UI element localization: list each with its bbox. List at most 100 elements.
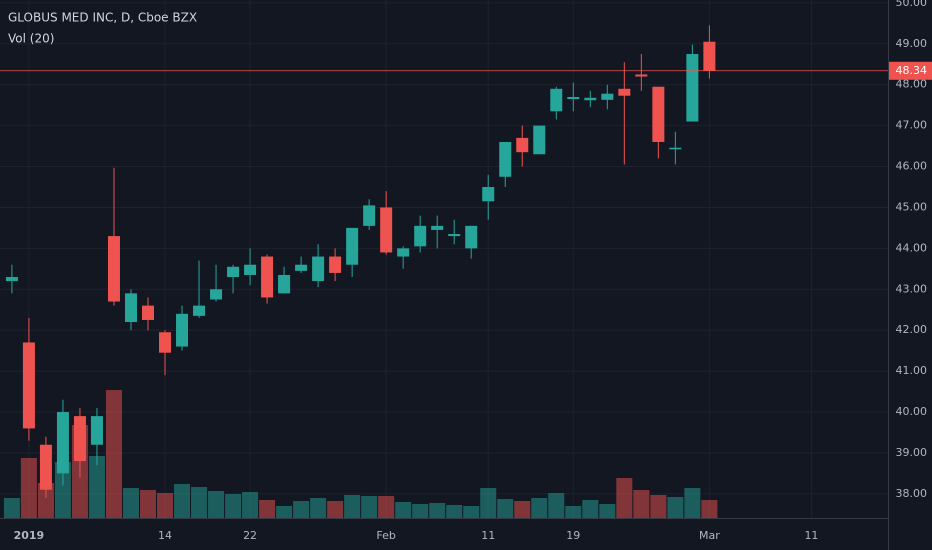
candle-body [346, 227, 359, 265]
y-tick-label: 48.00 [896, 78, 928, 91]
volume-bar [412, 504, 429, 518]
volume-bar [88, 456, 105, 518]
volume-bar [122, 488, 139, 518]
y-tick-label: 45.00 [896, 200, 928, 213]
volume-bar [582, 500, 599, 518]
candle-body [278, 274, 291, 294]
volume-bar [633, 490, 650, 518]
volume-bar [276, 506, 293, 518]
volume-bar [242, 492, 259, 518]
candle-body [56, 412, 69, 474]
candle-body [550, 88, 563, 112]
candle-body [159, 332, 172, 353]
candle-body [227, 266, 240, 278]
volume-bar [599, 504, 616, 518]
volume-bar [497, 499, 514, 518]
candle-body [124, 293, 137, 323]
volume-bar [293, 501, 310, 518]
y-tick-label: 42.00 [896, 323, 928, 336]
candle-body [669, 147, 682, 150]
volume-legend: Vol (20) [8, 32, 54, 46]
candle-body [363, 205, 376, 226]
volume-bar [225, 494, 242, 518]
y-tick-label: 38.00 [896, 487, 928, 500]
volume-bar [174, 484, 191, 518]
y-tick-label: 40.00 [896, 405, 928, 418]
y-tick-label: 47.00 [896, 119, 928, 132]
volume-bar [667, 497, 684, 518]
candle-body [295, 264, 308, 271]
volume-bar [514, 501, 531, 518]
volume-bar [327, 501, 344, 518]
volume-bar [548, 493, 565, 518]
y-tick-label: 39.00 [896, 446, 928, 459]
volume-bar [701, 500, 718, 518]
y-tick-label: 41.00 [896, 364, 928, 377]
candle-body [703, 41, 716, 71]
candle-body [499, 141, 512, 177]
candle-body [380, 207, 393, 253]
volume-bar [54, 462, 71, 518]
candle-body [244, 264, 257, 275]
volume-bar [446, 505, 463, 518]
candle-body [533, 125, 546, 155]
volume-bar [3, 498, 20, 518]
candle-body [686, 54, 699, 122]
candle-body [73, 416, 86, 462]
candle-body [652, 86, 665, 142]
volume-bar [429, 503, 446, 518]
x-tick-label: 19 [566, 529, 580, 542]
volume-bar [531, 498, 548, 518]
volume-bar [191, 487, 208, 518]
candle-body [5, 277, 18, 282]
candle-body [601, 93, 614, 100]
candle-body [107, 236, 120, 302]
candle-body [193, 305, 206, 316]
candle-body [90, 416, 103, 445]
candle-body [465, 225, 478, 249]
candle-body [142, 305, 154, 320]
volume-bar [20, 458, 37, 518]
y-tick-label: 46.00 [896, 160, 928, 173]
candle-body [431, 225, 444, 230]
y-tick-label: 50.00 [896, 0, 928, 9]
last-price-box [889, 61, 932, 80]
candle-body [584, 97, 597, 101]
candle-body [635, 74, 648, 77]
volume-bar [105, 390, 122, 518]
candle-body [39, 444, 52, 490]
volume-bar [650, 495, 667, 518]
volume-bar [616, 478, 633, 518]
candle-body [210, 289, 223, 300]
x-tick-label: 14 [158, 529, 172, 542]
candle-body [414, 225, 427, 247]
x-tick-label: 2019 [14, 529, 45, 542]
candle-body [176, 313, 189, 347]
x-tick-label: 11 [804, 529, 818, 542]
volume-bar [378, 496, 395, 518]
candle-body [397, 248, 410, 257]
volume-bar [684, 488, 701, 518]
volume-bar [259, 500, 276, 518]
y-tick-label: 49.00 [896, 37, 928, 50]
candles [5, 25, 716, 498]
y-tick-label: 43.00 [896, 282, 928, 295]
x-tick-label: Mar [699, 529, 720, 542]
candle-body [312, 256, 325, 282]
volume-bar [139, 490, 157, 518]
candle-body [22, 342, 35, 429]
x-tick-label: Feb [376, 529, 395, 542]
volume-bar [463, 506, 480, 518]
volume-bar [565, 506, 582, 518]
y-tick-label: 44.00 [896, 241, 928, 254]
x-tick-label: 22 [243, 529, 257, 542]
candle-body [516, 137, 529, 153]
volume-bar [37, 483, 54, 518]
volume-bar [310, 498, 327, 518]
volume-bar [208, 491, 225, 518]
candle-body [567, 96, 580, 100]
